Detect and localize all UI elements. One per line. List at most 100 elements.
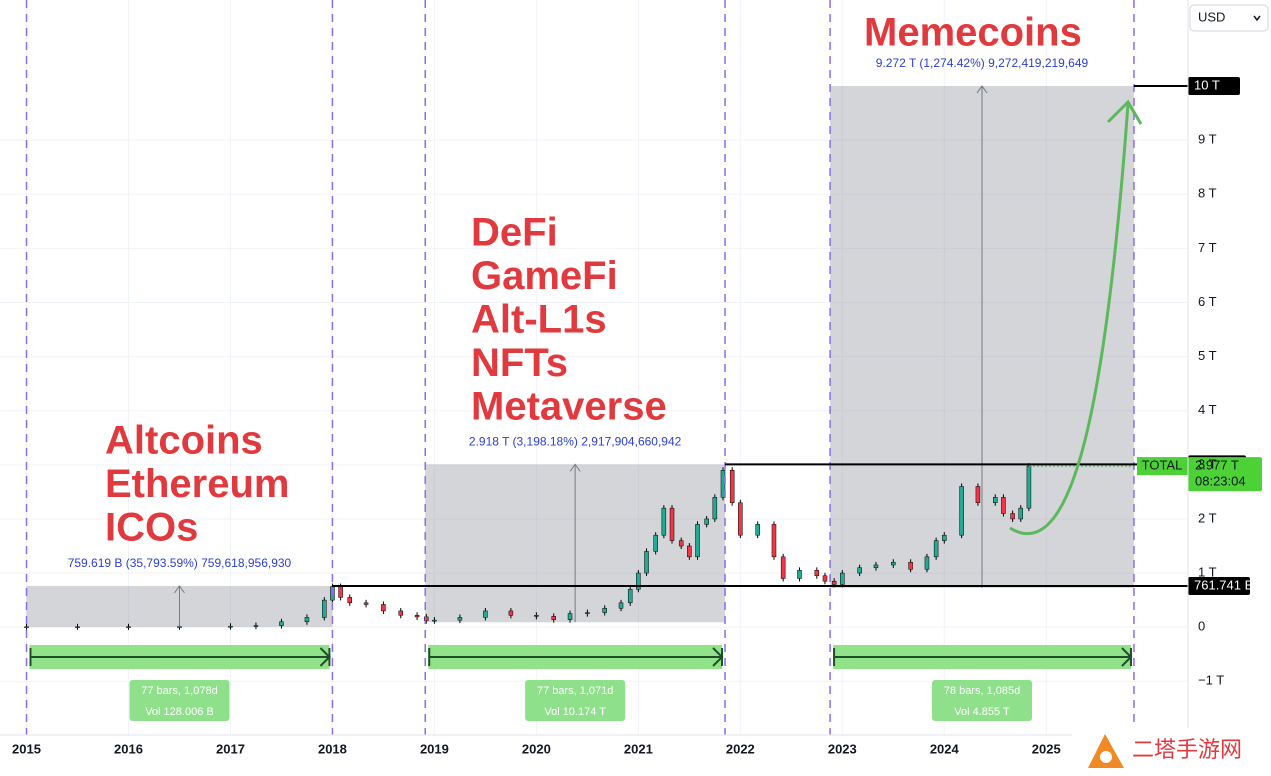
symbol-label: TOTAL bbox=[1142, 458, 1183, 473]
x-tick-label: 2019 bbox=[420, 741, 449, 756]
candle bbox=[338, 586, 343, 598]
candle bbox=[24, 626, 29, 629]
projection-arrow bbox=[1009, 103, 1130, 535]
candle bbox=[661, 507, 667, 536]
candle bbox=[414, 615, 420, 618]
candle bbox=[814, 570, 820, 577]
countdown-label: 08:23:04 bbox=[1195, 474, 1246, 489]
range-title: DeFi bbox=[471, 211, 558, 255]
x-tick-label: 2023 bbox=[828, 741, 857, 756]
candle bbox=[75, 626, 80, 629]
level-tag bbox=[1188, 77, 1240, 96]
x-tick-label: 2024 bbox=[930, 741, 960, 756]
range-title: ICOs bbox=[105, 506, 198, 550]
watermark-logo-dot bbox=[1100, 751, 1112, 763]
candle bbox=[567, 613, 573, 620]
candle bbox=[873, 564, 879, 568]
range-label: 9.272 T (1,274.42%) 9,272,419,219,649 bbox=[876, 56, 1089, 70]
candle bbox=[644, 551, 649, 574]
date-range-arrowhead bbox=[712, 647, 724, 667]
y-tick-label: 4 T bbox=[1198, 402, 1217, 417]
candle bbox=[279, 621, 284, 626]
y-tick-label: 6 T bbox=[1198, 294, 1217, 309]
symbol-tag bbox=[1137, 457, 1188, 476]
y-tick-label: 0 bbox=[1198, 619, 1205, 634]
currency-select[interactable]: USD bbox=[1189, 4, 1269, 32]
range-arrowhead bbox=[569, 463, 581, 472]
candle bbox=[398, 610, 404, 616]
x-tick-label: 2021 bbox=[624, 741, 653, 756]
range-arrowhead bbox=[976, 85, 988, 94]
y-tick-label: 7 T bbox=[1198, 240, 1217, 255]
range-label: 2.918 T (3,198.18%) 2,917,904,660,942 bbox=[469, 435, 682, 449]
candle bbox=[857, 567, 862, 574]
candle bbox=[126, 626, 131, 629]
bars-label: 77 bars, 1,078d bbox=[141, 685, 217, 697]
candle bbox=[585, 612, 590, 614]
info-box bbox=[932, 680, 1033, 721]
projection-arrowhead bbox=[1106, 99, 1143, 125]
range-label: 759.619 B (35,793.59%) 759,618,956,930 bbox=[68, 556, 292, 570]
y-tick-label: 9 T bbox=[1198, 132, 1217, 147]
vol-label: Vol 4.855 T bbox=[954, 706, 1010, 718]
candle bbox=[304, 617, 310, 623]
x-tick-label: 2016 bbox=[114, 741, 143, 756]
level-label: 761.741 B bbox=[1194, 577, 1253, 592]
chevron[interactable] bbox=[1253, 15, 1261, 22]
x-tick-label: 2025 bbox=[1032, 741, 1061, 756]
candle bbox=[687, 545, 692, 558]
candle bbox=[831, 580, 837, 585]
candle bbox=[755, 524, 760, 536]
candle bbox=[381, 604, 386, 612]
date-range-arrowhead bbox=[1121, 647, 1133, 667]
y-tick-label: 3 T bbox=[1198, 456, 1217, 471]
candle bbox=[508, 610, 514, 616]
bars-label: 77 bars, 1,071d bbox=[537, 685, 613, 697]
x-tick-label: 2018 bbox=[318, 741, 347, 756]
candle bbox=[1018, 507, 1024, 520]
candle bbox=[840, 572, 845, 585]
candle bbox=[924, 556, 930, 570]
candle bbox=[1010, 513, 1015, 520]
candle bbox=[908, 561, 913, 570]
candle bbox=[797, 570, 802, 579]
candle bbox=[551, 616, 556, 620]
info-box bbox=[129, 680, 230, 721]
candle bbox=[942, 534, 947, 541]
date-range-arrowhead bbox=[319, 647, 331, 667]
candle bbox=[424, 616, 429, 621]
candle bbox=[363, 602, 369, 605]
candle bbox=[1026, 465, 1032, 509]
candle bbox=[602, 607, 607, 613]
candle bbox=[780, 556, 786, 579]
x-tick-label: 2015 bbox=[12, 741, 41, 756]
x-tick-label: 2020 bbox=[522, 741, 551, 756]
candle bbox=[1001, 497, 1006, 514]
range-arrowhead bbox=[174, 585, 185, 594]
y-tick-label: 2 T bbox=[1198, 510, 1217, 525]
range-title: Metaverse bbox=[471, 385, 667, 429]
y-tick-label: −1 T bbox=[1198, 673, 1224, 688]
currency-label[interactable]: USD bbox=[1198, 9, 1225, 24]
x-tick-label: 2017 bbox=[216, 741, 245, 756]
candle bbox=[483, 610, 488, 618]
candle bbox=[712, 497, 718, 520]
bars-label: 78 bars, 1,085d bbox=[944, 685, 1020, 697]
vol-label: Vol 10.174 T bbox=[544, 706, 606, 718]
range-title: Memecoins bbox=[864, 11, 1082, 55]
candle bbox=[695, 524, 700, 558]
candle bbox=[228, 625, 233, 628]
candle bbox=[669, 507, 675, 541]
candle bbox=[771, 524, 777, 558]
y-tick-label: 8 T bbox=[1198, 186, 1217, 201]
candle bbox=[822, 575, 828, 582]
candle bbox=[729, 470, 735, 503]
range-title: Alt-L1s bbox=[471, 298, 607, 342]
watermark: 二塔手游网 bbox=[1072, 728, 1271, 776]
candle bbox=[653, 534, 658, 552]
currency-box[interactable] bbox=[1189, 4, 1269, 32]
candle bbox=[704, 518, 709, 525]
candle bbox=[618, 602, 624, 609]
candle bbox=[636, 572, 641, 590]
